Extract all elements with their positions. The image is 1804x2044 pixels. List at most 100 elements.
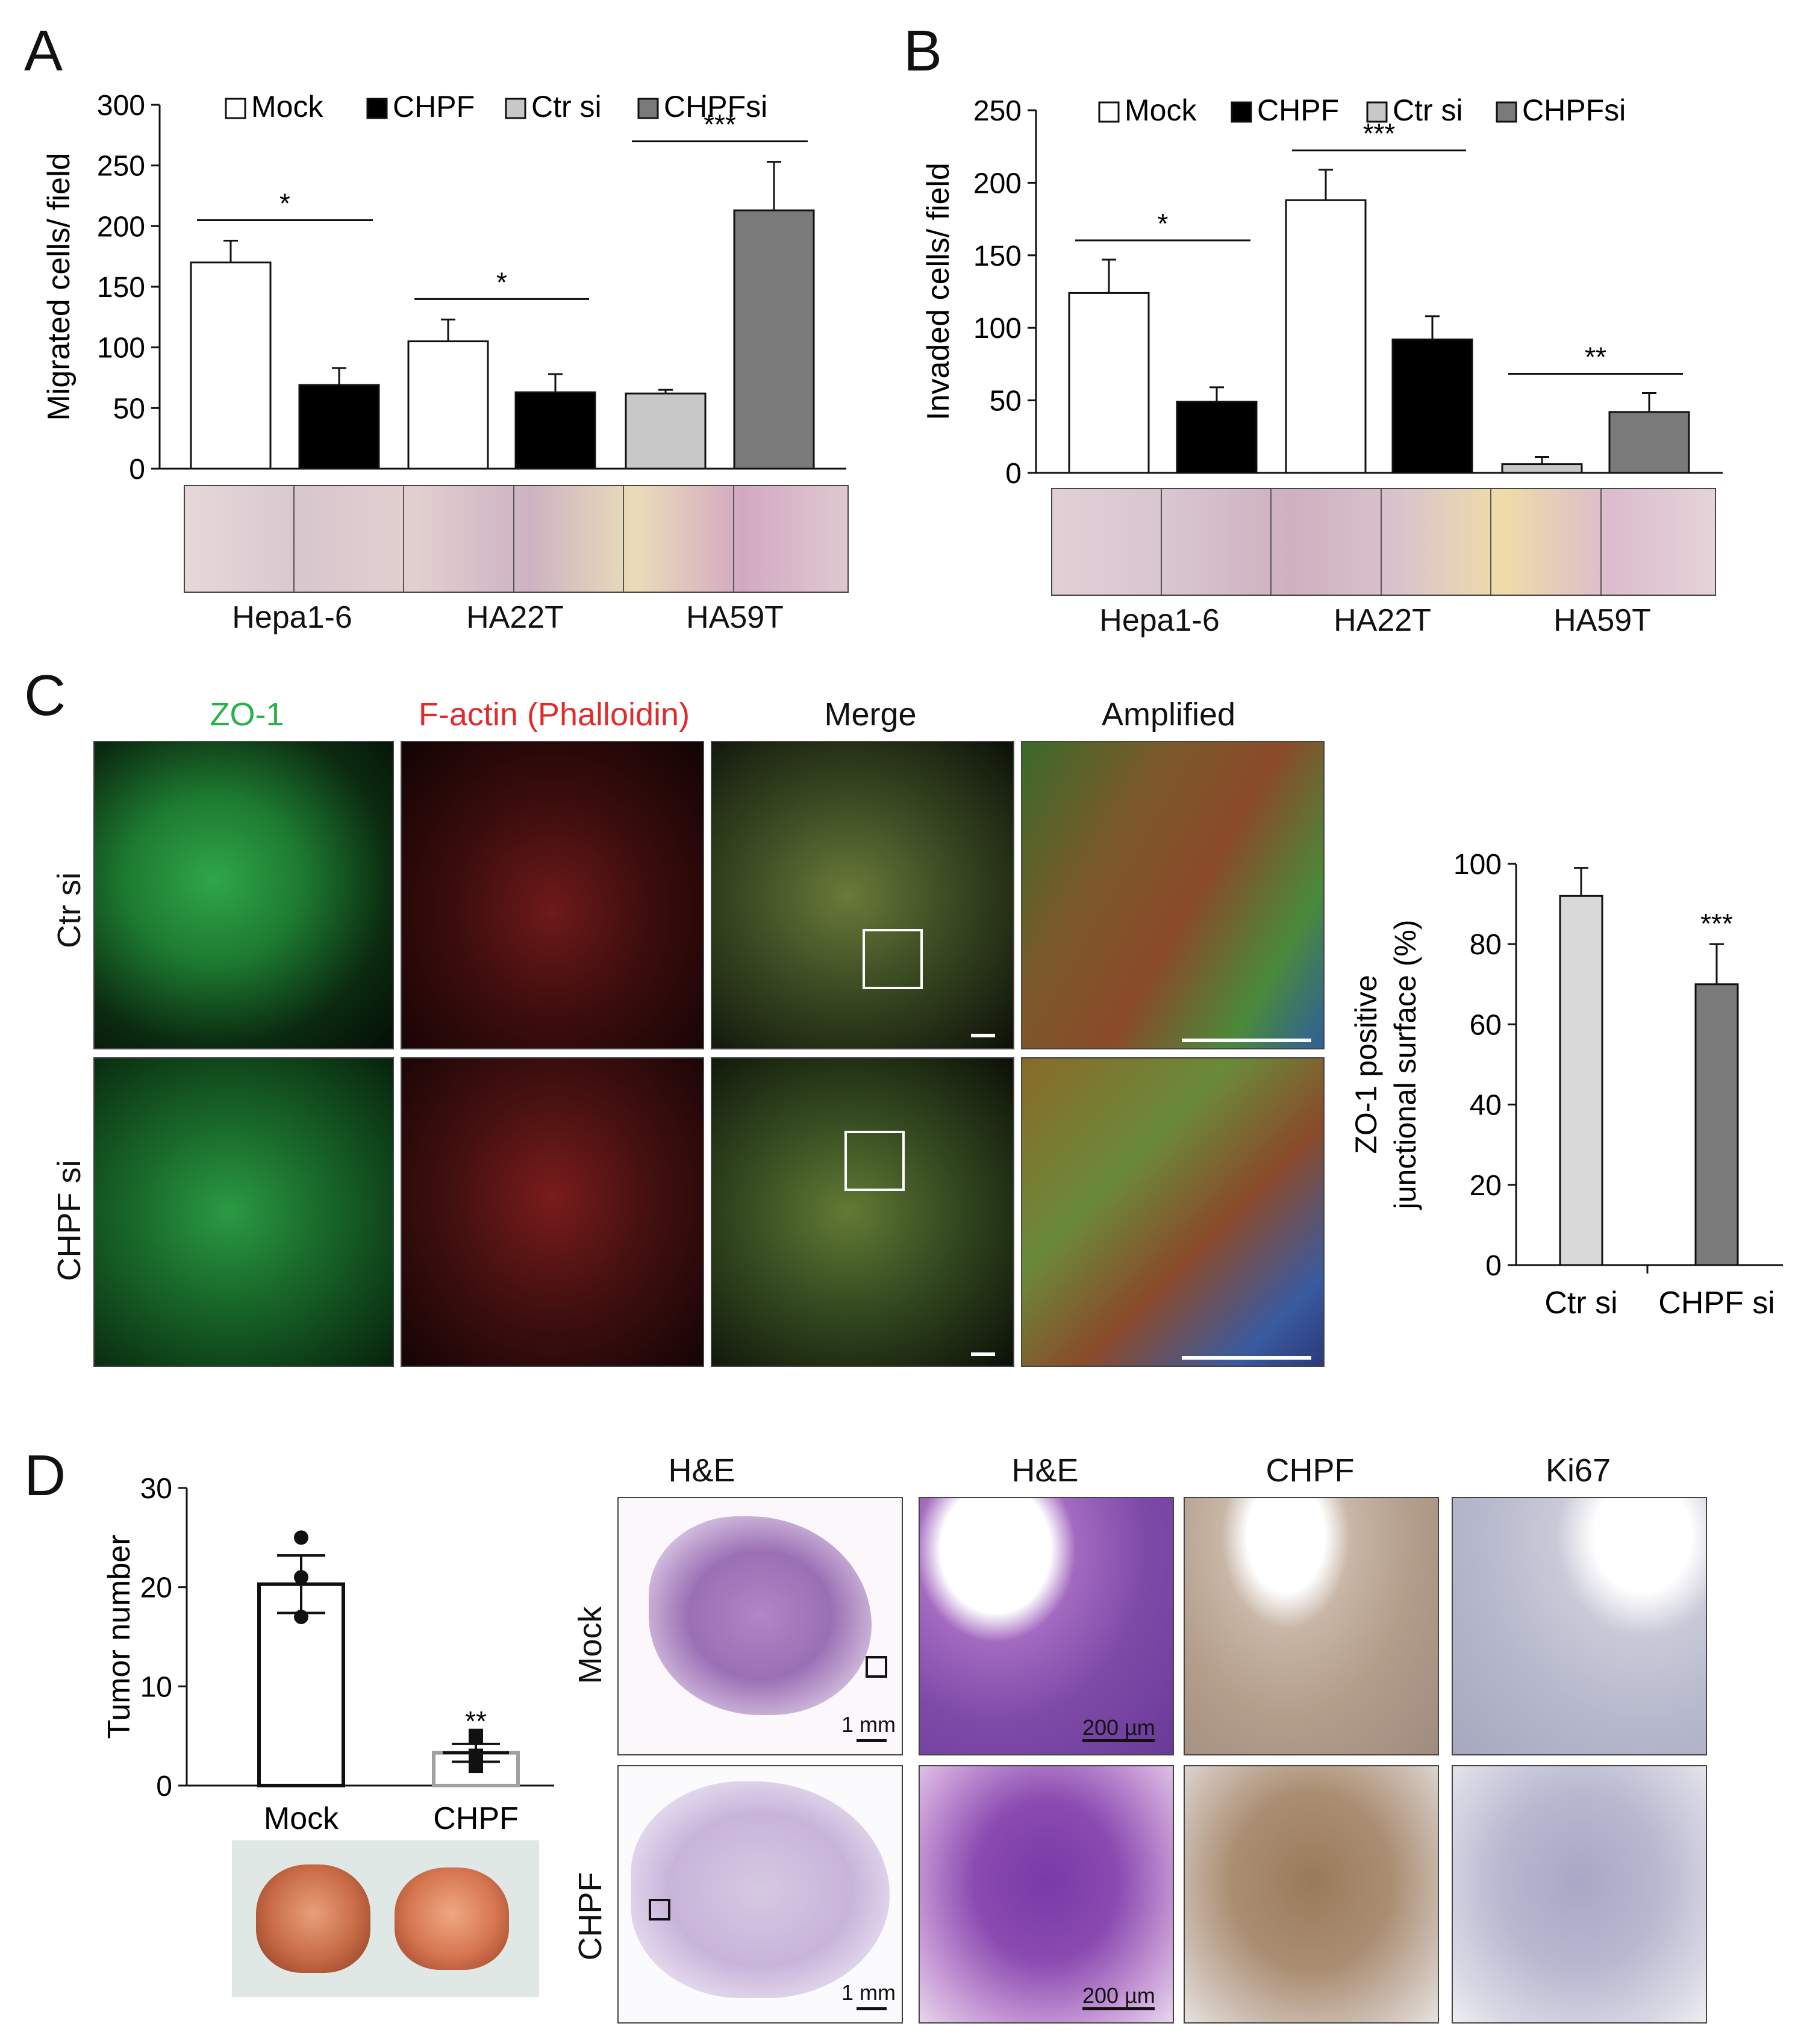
data-point bbox=[294, 1530, 308, 1545]
y-axis-label: ZO-1 positive bbox=[1349, 975, 1383, 1154]
image-merge-chpf bbox=[711, 1057, 1014, 1367]
image-amplified-chpf bbox=[1021, 1057, 1325, 1367]
significance-mark: * bbox=[1158, 208, 1169, 239]
scale-label-high: 200 µm bbox=[1082, 1715, 1155, 1740]
chart-b-invasion: 0 50 100 150 200 250 Invaded cells/ field Mock C… bbox=[921, 93, 1723, 490]
y-tick-label: 40 bbox=[1470, 1090, 1502, 1122]
photo-lungs bbox=[232, 1840, 539, 1997]
scale-label-low: 1 mm bbox=[841, 1712, 896, 1737]
roi-box bbox=[866, 1656, 887, 1678]
y-tick-label: 300 bbox=[97, 90, 145, 122]
group-label-b-hepa: Hepa1-6 bbox=[1099, 603, 1220, 638]
image-ki67-mock bbox=[1452, 1497, 1707, 1755]
significance-mark: *** bbox=[1363, 118, 1396, 149]
image-zo1-ctr bbox=[93, 741, 394, 1049]
y-tick-label: 80 bbox=[1470, 929, 1502, 961]
row-title-ctr-si: Ctr si bbox=[51, 872, 87, 948]
data-point bbox=[469, 1728, 483, 1743]
legend-label: Mock bbox=[1125, 93, 1197, 127]
scale-bar bbox=[1182, 1039, 1311, 1042]
legend-label: CHPF bbox=[1257, 93, 1339, 127]
legend-label: CHPF bbox=[393, 90, 475, 123]
significance-mark: *** bbox=[1700, 908, 1733, 939]
bar bbox=[407, 340, 489, 470]
significance-mark: ** bbox=[1585, 342, 1606, 373]
legend-label: Ctr si bbox=[531, 90, 602, 123]
legend-swatch bbox=[1231, 101, 1252, 123]
data-point bbox=[294, 1570, 308, 1585]
legend-label: Mock bbox=[251, 90, 323, 123]
y-tick-label: 200 bbox=[97, 211, 145, 243]
significance-mark: * bbox=[279, 187, 290, 219]
legend-swatch bbox=[1366, 101, 1388, 123]
y-tick-label: 0 bbox=[1485, 1250, 1502, 1282]
y-tick-label: 150 bbox=[97, 272, 145, 304]
image-ki67-chpf bbox=[1452, 1765, 1707, 2024]
y-tick-label: 0 bbox=[156, 1771, 172, 1802]
scale-bar bbox=[1082, 1739, 1155, 1742]
invasion-image-strip bbox=[1051, 488, 1716, 596]
col-title-he-high: H&E bbox=[1011, 1452, 1079, 1489]
image-he-high-chpf: 200 µm bbox=[919, 1765, 1174, 2024]
y-axis-label: Tumor number bbox=[102, 1534, 137, 1739]
legend-swatch bbox=[366, 98, 388, 119]
legend-swatch bbox=[505, 98, 526, 119]
chart-c-zo1: 0 20 40 60 80 100 ZO-1 positive junctional surf… bbox=[1349, 849, 1783, 1320]
legend-label: CHPFsi bbox=[1522, 93, 1626, 127]
group-label-b-ha59t: HA59T bbox=[1553, 603, 1651, 638]
migration-image-strip bbox=[184, 485, 849, 593]
x-tick-label: CHPF bbox=[433, 1801, 519, 1836]
bar bbox=[1176, 401, 1258, 474]
significance-mark: * bbox=[496, 266, 507, 298]
legend-swatch bbox=[1098, 101, 1120, 123]
y-tick-label: 150 bbox=[973, 240, 1022, 272]
legend-label: CHPFsi bbox=[664, 90, 767, 123]
legend-label: Ctr si bbox=[1393, 93, 1463, 127]
roi-box bbox=[649, 1899, 670, 1921]
panel-label-d: D bbox=[24, 1443, 66, 1508]
scale-bar bbox=[1182, 1356, 1311, 1360]
col-title-merge: Merge bbox=[824, 696, 917, 733]
y-tick-label: 20 bbox=[1470, 1170, 1502, 1202]
panel-label-c: C bbox=[24, 663, 66, 728]
y-tick-label: 10 bbox=[140, 1671, 172, 1703]
y-tick-label: 50 bbox=[990, 386, 1022, 417]
image-merge-ctr bbox=[711, 741, 1014, 1049]
row-title-chpf-si: CHPF si bbox=[51, 1160, 87, 1281]
y-tick-label: 200 bbox=[973, 167, 1022, 199]
bar bbox=[1608, 411, 1690, 474]
image-amplified-ctr bbox=[1021, 741, 1325, 1049]
image-he-high-mock: 200 µm bbox=[919, 1497, 1174, 1755]
y-tick-label: 0 bbox=[129, 454, 145, 486]
image-chpf-chpf bbox=[1184, 1765, 1439, 2024]
lung-mock bbox=[256, 1864, 370, 1973]
bar bbox=[1501, 463, 1583, 474]
x-tick-label: CHPF si bbox=[1658, 1286, 1775, 1320]
bar bbox=[1068, 292, 1150, 474]
scale-bar bbox=[857, 1739, 887, 1742]
y-tick-label: 30 bbox=[140, 1473, 172, 1505]
scale-label-low: 1 mm bbox=[841, 1980, 896, 2005]
group-label-b-ha22t: HA22T bbox=[1334, 603, 1431, 638]
group-label-a-ha22t: HA22T bbox=[466, 600, 564, 635]
y-tick-label: 100 bbox=[97, 333, 145, 364]
y-tick-label: 0 bbox=[1005, 458, 1022, 490]
bar bbox=[1285, 199, 1367, 474]
panel-label-b: B bbox=[904, 19, 943, 83]
data-point bbox=[469, 1758, 483, 1774]
row-title-mock: Mock bbox=[572, 1606, 608, 1684]
legend-swatch bbox=[225, 98, 246, 119]
x-tick-label: Mock bbox=[264, 1801, 339, 1836]
legend-swatch bbox=[1496, 101, 1517, 123]
col-title-factin: F-actin (Phalloidin) bbox=[418, 696, 690, 733]
row-title-chpf: CHPF bbox=[572, 1872, 608, 1961]
image-factin-ctr bbox=[401, 741, 704, 1049]
bar bbox=[514, 391, 596, 470]
bar bbox=[1391, 338, 1473, 474]
roi-box bbox=[863, 929, 923, 989]
y-axis-label: Migrated cells/ field bbox=[42, 152, 76, 420]
bar bbox=[733, 209, 815, 470]
x-tick-label: Ctr si bbox=[1544, 1286, 1617, 1320]
scale-bar bbox=[857, 2007, 887, 2010]
